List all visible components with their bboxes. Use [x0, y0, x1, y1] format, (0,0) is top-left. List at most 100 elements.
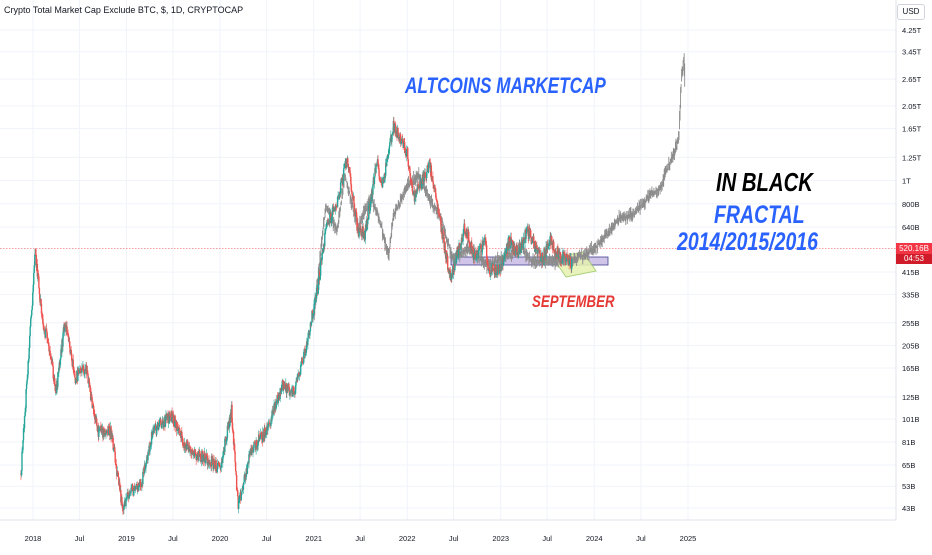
price-candle [212, 458, 215, 470]
price-candle [364, 229, 366, 240]
price-candle [142, 471, 144, 485]
bar-countdown: 04:53 [896, 254, 932, 264]
price-candle [387, 154, 389, 156]
price-candle [342, 174, 344, 185]
price-candle [410, 181, 413, 183]
price-candle [40, 303, 43, 314]
currency-selector[interactable]: USD [897, 4, 925, 20]
price-candle [361, 231, 363, 236]
price-candle [407, 147, 409, 160]
price-candle [88, 380, 90, 383]
price-candle [436, 201, 439, 210]
price-candle [156, 424, 158, 427]
price-candle [256, 445, 259, 448]
price-candle [118, 476, 120, 486]
price-candle [75, 379, 77, 384]
price-candle [532, 240, 534, 244]
price-candle [147, 453, 149, 461]
price-candle [83, 371, 85, 375]
price-candle [461, 237, 463, 242]
price-candle [340, 181, 342, 183]
price-candle [445, 250, 448, 260]
x-tick-label: 2024 [586, 534, 603, 543]
price-candle [319, 275, 321, 280]
price-candle [181, 431, 183, 436]
price-candle [556, 254, 558, 257]
price-candle [218, 462, 220, 465]
price-candle [126, 496, 128, 498]
price-candle [21, 449, 24, 452]
price-candle [492, 264, 494, 268]
price-candle [150, 432, 153, 445]
price-candle [533, 247, 536, 248]
price-candle [288, 383, 290, 388]
price-candle [551, 240, 553, 250]
price-candle [114, 448, 116, 452]
price-candle [87, 373, 89, 384]
price-candle [45, 328, 48, 332]
price-candle [325, 228, 327, 231]
price-candle [426, 172, 428, 179]
price-candle [277, 398, 279, 403]
price-candle [36, 263, 39, 277]
price-candle [377, 159, 379, 164]
price-candle [37, 273, 40, 277]
price-candle [485, 244, 487, 246]
price-candle [429, 161, 431, 163]
price-candle [284, 384, 286, 390]
y-tick-label: 101B [902, 415, 920, 424]
price-candle [383, 174, 385, 183]
price-candle [333, 208, 335, 212]
x-tick-label: 2022 [399, 534, 416, 543]
price-candle [371, 190, 373, 202]
price-candle [127, 491, 129, 495]
price-candle [153, 426, 155, 434]
price-candle [205, 453, 208, 460]
price-candle [35, 255, 38, 268]
price-candle [131, 484, 134, 491]
price-candle [184, 442, 186, 447]
x-tick-label: 2019 [118, 534, 135, 543]
price-candle [501, 261, 503, 270]
price-candle [206, 456, 209, 465]
price-candle [112, 437, 114, 450]
price-candle [379, 179, 381, 181]
price-candle [225, 437, 227, 443]
price-candle [189, 447, 191, 452]
price-candle [50, 360, 53, 363]
price-candle [255, 440, 258, 446]
price-candle [330, 213, 332, 223]
price-candle [520, 248, 522, 253]
price-candle [199, 453, 201, 457]
price-candle [360, 228, 362, 235]
x-tick-label: 2020 [212, 534, 229, 543]
price-candle [290, 389, 293, 393]
price-candle [295, 381, 297, 386]
price-candle [196, 455, 198, 457]
price-candle [21, 451, 23, 471]
price-candle [241, 491, 243, 495]
price-candle [73, 369, 75, 372]
price-candle [463, 223, 466, 231]
price-candle [483, 237, 486, 239]
y-tick-label: 255B [902, 319, 920, 328]
price-candle [216, 463, 219, 469]
price-candle [259, 436, 261, 439]
price-candle [525, 233, 527, 240]
price-candle [351, 194, 354, 196]
price-candle [90, 396, 93, 398]
y-tick-label: 65B [902, 461, 915, 470]
price-candle [272, 410, 274, 416]
price-candle [518, 243, 521, 254]
price-candle [400, 139, 403, 142]
price-candle [168, 412, 171, 424]
price-candle [43, 329, 46, 331]
price-candle [343, 168, 345, 175]
price-candle [108, 425, 110, 428]
price-candle [471, 247, 474, 254]
price-candle [105, 432, 107, 436]
price-candle [309, 331, 311, 336]
price-candle [178, 427, 180, 429]
price-candle [207, 462, 209, 465]
